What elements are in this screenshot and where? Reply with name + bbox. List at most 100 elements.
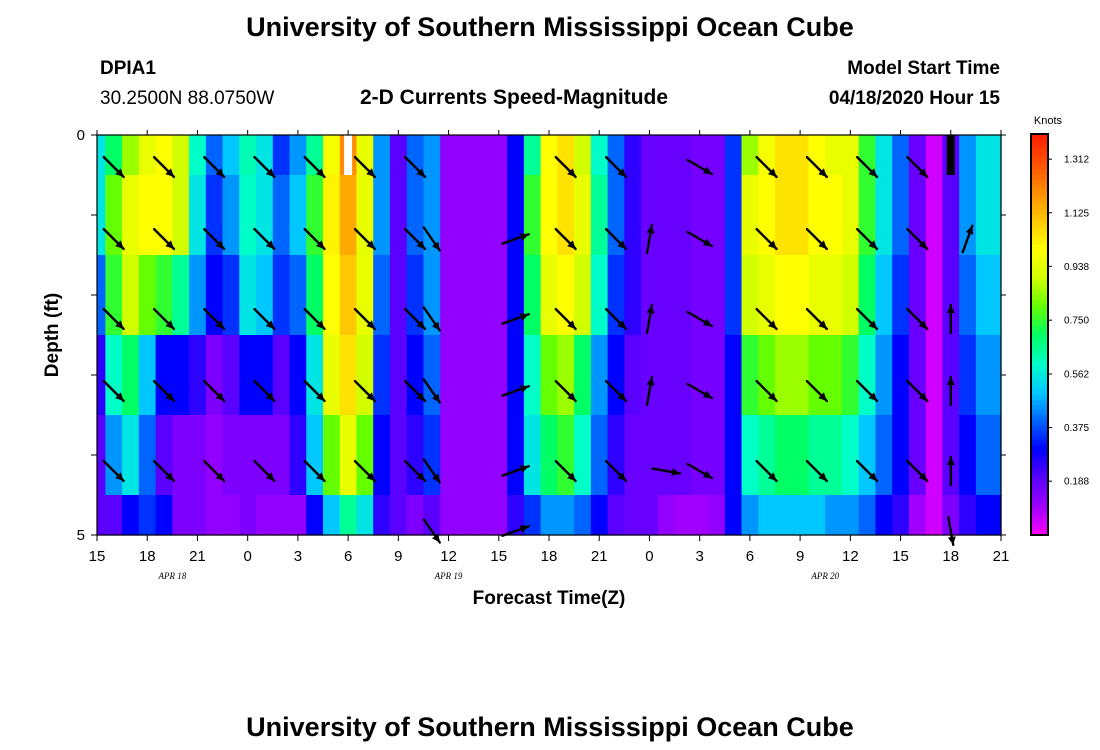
heatmap-cell	[507, 135, 525, 176]
colorbar-segment	[1031, 194, 1048, 200]
heatmap-cell	[875, 255, 893, 336]
colorbar-segment	[1031, 144, 1048, 150]
heatmap-cell	[557, 135, 575, 176]
current-arrow	[303, 459, 326, 483]
current-arrow	[946, 375, 955, 407]
heatmap-cell	[172, 495, 190, 536]
colorbar-segment	[1031, 304, 1048, 311]
current-arrow	[303, 227, 326, 251]
heatmap-cell	[373, 415, 391, 496]
colorbar-segment	[1031, 389, 1048, 396]
heatmap-cell	[507, 255, 525, 336]
current-arrow	[604, 155, 628, 179]
heatmap-cell	[105, 335, 123, 416]
heatmap-cell	[959, 415, 977, 496]
heatmap-cell	[473, 135, 492, 176]
heatmap-cell	[389, 175, 408, 256]
heatmap-cell	[256, 135, 274, 176]
heatmap-cell	[825, 175, 843, 256]
heatmap-cell	[456, 175, 475, 256]
heatmap-cell	[339, 335, 358, 416]
heatmap-cell	[323, 495, 341, 536]
current-arrow	[152, 307, 176, 331]
heatmap-cell	[641, 335, 659, 416]
x-tick-label: 15	[490, 548, 507, 565]
heatmap-cell	[557, 335, 575, 416]
heatmap-cell	[657, 335, 676, 416]
colorbar-segment	[1031, 174, 1048, 180]
current-arrow	[353, 379, 376, 403]
heatmap-cell	[406, 415, 425, 496]
heatmap-cell	[523, 495, 542, 536]
heatmap-cell	[473, 255, 492, 336]
heatmap-cell	[775, 175, 793, 256]
heatmap-cell	[892, 135, 910, 176]
current-arrow	[645, 376, 655, 406]
colorbar-segment	[1031, 514, 1048, 521]
current-arrow	[303, 155, 326, 179]
heatmap-cell	[624, 415, 642, 496]
heatmap-cell	[791, 135, 810, 176]
heatmap-cell	[222, 495, 240, 536]
heatmap-cell	[97, 495, 106, 536]
current-arrow	[856, 155, 879, 179]
heatmap-cell	[858, 495, 877, 536]
heatmap-cell	[440, 495, 458, 536]
heatmap-cell	[122, 415, 140, 496]
heatmap-cell	[641, 135, 659, 176]
x-tick-label: 9	[796, 548, 804, 565]
colorbar-segment	[1031, 424, 1048, 431]
current-arrow	[253, 307, 276, 331]
heatmap-cell	[272, 335, 291, 416]
heatmap-cell	[708, 135, 726, 176]
heatmap-cell	[758, 495, 776, 536]
colorbar-segment	[1031, 274, 1048, 280]
heatmap-cell	[540, 415, 558, 496]
heatmap-cell	[674, 135, 692, 176]
heatmap-cell	[490, 175, 508, 256]
colorbar-segment	[1031, 469, 1048, 476]
heatmap-cell	[406, 495, 425, 536]
heatmap-cell	[456, 495, 475, 536]
current-arrow	[604, 459, 628, 483]
x-tick-label: 21	[591, 548, 608, 565]
current-arrow	[805, 307, 828, 331]
heatmap-cell	[239, 255, 257, 336]
heatmap-cell	[925, 255, 944, 336]
heatmap-cell	[741, 495, 759, 536]
heatmap-cell	[540, 255, 558, 336]
current-arrow	[303, 379, 326, 403]
heatmap-cell	[841, 175, 860, 256]
heatmap-cell	[825, 255, 843, 336]
current-arrow	[152, 227, 176, 251]
colorbar-segment	[1031, 169, 1048, 175]
heatmap-cell	[557, 495, 575, 536]
colorbar-segment	[1031, 314, 1048, 321]
colorbar-segment	[1031, 369, 1048, 376]
x-tick-label: 3	[695, 548, 703, 565]
heatmap-cell	[507, 335, 525, 416]
heatmap-cell	[975, 135, 994, 176]
heatmap-cell	[624, 175, 642, 256]
station-coordinates: 30.2500N 88.0750W	[100, 88, 275, 109]
heatmap-cell	[205, 415, 224, 496]
colorbar-segment	[1031, 474, 1048, 481]
colorbar-segment	[1031, 199, 1048, 205]
colorbar-segment	[1031, 289, 1048, 295]
heatmap-cell	[892, 415, 910, 496]
current-arrow	[686, 382, 713, 400]
current-arrow	[102, 379, 125, 403]
current-arrow	[755, 307, 778, 331]
current-arrow	[805, 459, 828, 483]
current-arrow	[203, 307, 226, 331]
heatmap-cell	[841, 495, 860, 536]
heatmap-cell	[741, 255, 759, 336]
colorbar-segment	[1031, 394, 1048, 401]
y-axis-label: Depth (ft)	[42, 293, 63, 377]
colorbar-segment	[1031, 329, 1048, 336]
heatmap-cell	[925, 495, 944, 536]
heatmap-cell	[590, 335, 609, 416]
current-arrow	[404, 155, 427, 179]
heatmap-cell	[339, 255, 358, 336]
colorbar-segment	[1031, 384, 1048, 391]
